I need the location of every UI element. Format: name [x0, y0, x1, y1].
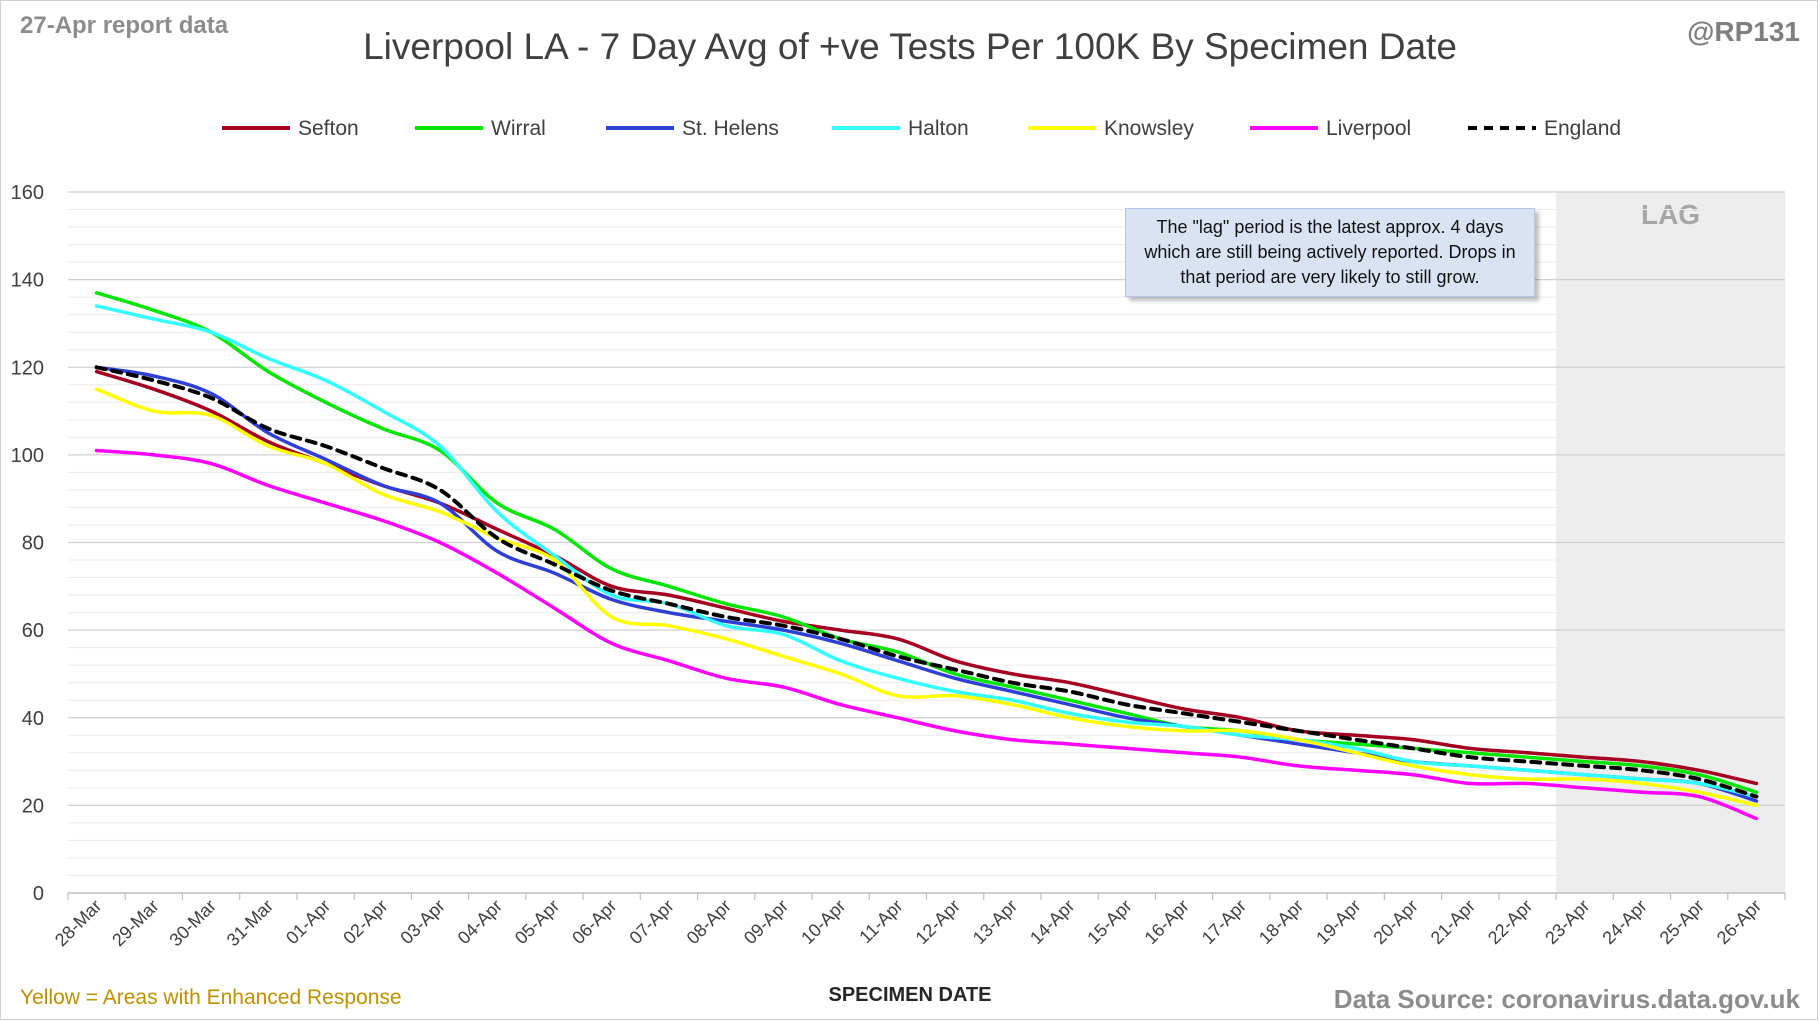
x-tick-label: 09-Apr [740, 896, 792, 948]
x-tick-label: 04-Apr [454, 896, 506, 948]
x-tick-label: 30-Mar [165, 896, 219, 950]
x-tick-label: 11-Apr [855, 896, 906, 947]
x-tick-label: 17-Apr [1198, 896, 1250, 948]
x-tick-label: 24-Apr [1598, 896, 1650, 948]
x-tick-label: 01-Apr [282, 896, 334, 948]
author-handle: @RP131 [1687, 16, 1800, 47]
y-tick-label: 100 [11, 445, 44, 467]
x-tick-label: 06-Apr [568, 896, 620, 948]
x-tick-label: 26-Apr [1713, 896, 1765, 948]
x-tick-label: 18-Apr [1255, 896, 1307, 948]
y-axis-ticks: 0 20 40 60 80 100 120 140 160 [11, 182, 44, 905]
y-tick-label: 160 [11, 182, 44, 204]
report-date-label: 27-Apr report data [20, 12, 229, 39]
x-tick-label: 25-Apr [1656, 896, 1708, 948]
x-tick-label: 16-Apr [1141, 896, 1193, 948]
legend-label-st-helens: St. Helens [682, 117, 779, 140]
y-tick-label: 120 [11, 357, 44, 379]
series-line-knowsley [94, 387, 1759, 808]
y-tick-label: 60 [22, 620, 44, 642]
x-tick-label: 05-Apr [511, 896, 563, 948]
legend-label-liverpool: Liverpool [1326, 117, 1411, 140]
legend-label-halton: Halton [908, 117, 969, 140]
minor-gridlines [68, 209, 1785, 876]
x-tick-label: 22-Apr [1484, 896, 1536, 948]
legend-label-knowsley: Knowsley [1104, 117, 1194, 140]
legend-label-wirral: Wirral [491, 117, 546, 140]
lag-label: LAG [1641, 199, 1700, 230]
legend-label-sefton: Sefton [298, 117, 359, 140]
x-tick-label: 07-Apr [625, 896, 677, 948]
x-tick-label: 19-Apr [1312, 896, 1364, 948]
x-tick-label: 20-Apr [1369, 896, 1421, 948]
x-tick-label: 14-Apr [1026, 896, 1078, 948]
x-tick-label: 23-Apr [1541, 896, 1593, 948]
y-tick-label: 80 [22, 533, 44, 555]
x-tick-label: 10-Apr [797, 896, 849, 948]
chart-title: Liverpool LA - 7 Day Avg of +ve Tests Pe… [363, 26, 1457, 67]
x-axis-ticks: 28-Mar 29-Mar 30-Mar 31-Mar 01-Apr 02-Apr 03-A… [51, 896, 1765, 950]
x-tick-label: 03-Apr [396, 896, 448, 948]
series-line-halton [94, 304, 1759, 799]
y-tick-label: 0 [33, 883, 44, 905]
y-tick-label: 20 [22, 795, 44, 817]
x-tick-label: 13-Apr [969, 896, 1021, 948]
x-tick-label: 28-Mar [51, 896, 105, 950]
series-line-england [94, 365, 1759, 799]
y-tick-label: 140 [11, 270, 44, 292]
major-gridlines [68, 191, 1785, 806]
x-tick-label: 29-Mar [108, 896, 162, 950]
series-line-wirral [94, 291, 1759, 794]
enhanced-response-note: Yellow = Areas with Enhanced Response [20, 986, 402, 1009]
x-tick-label: 15-Apr [1083, 896, 1135, 948]
series-line-liverpool [94, 448, 1759, 821]
x-tick-label: 12-Apr [912, 896, 964, 948]
lag-note-box: The "lag" period is the latest approx. 4… [1125, 208, 1535, 297]
data-source: Data Source: coronavirus.data.gov.uk [1333, 984, 1800, 1014]
series-line-st-helens [94, 365, 1759, 803]
x-axis [67, 892, 1786, 900]
legend-label-england: England [1544, 117, 1621, 140]
series-lines [94, 291, 1759, 821]
x-tick-label: 31-Mar [223, 896, 277, 950]
legend: Sefton Wirral St. Helens Halton Knowsley Live… [222, 117, 1621, 140]
x-tick-label: 21-Apr [1427, 896, 1479, 948]
y-tick-label: 40 [22, 708, 44, 730]
x-axis-title: SPECIMEN DATE [828, 984, 992, 1006]
x-tick-label: 02-Apr [339, 896, 391, 948]
x-tick-label: 08-Apr [683, 896, 735, 948]
